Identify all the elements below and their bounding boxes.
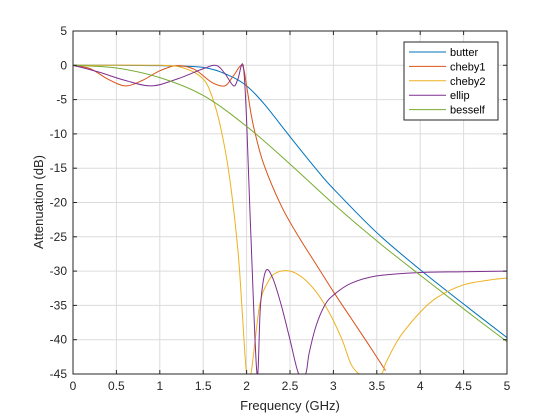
y-tick-label: -40 [50, 333, 68, 347]
y-tick-label: 5 [60, 24, 67, 38]
x-tick-label: 0.5 [108, 379, 125, 393]
legend-label: butter [450, 47, 478, 59]
series-line-cheby1 [73, 64, 386, 371]
series-line-cheby2 [73, 64, 507, 374]
x-tick-label: 0 [70, 379, 77, 393]
y-tick-label: -30 [50, 264, 68, 278]
x-axis-ticks: 0 0.5 1 1.5 2 2.5 3 3.5 4 4.5 5 [70, 31, 511, 393]
x-axis-label: Frequency (GHz) [240, 398, 340, 413]
x-tick-label: 2 [243, 379, 250, 393]
legend-label: besself [450, 105, 486, 117]
x-tick-label: 3 [330, 379, 337, 393]
y-tick-label: 0 [60, 58, 67, 72]
x-tick-label: 4 [417, 379, 424, 393]
legend-label: cheby1 [450, 61, 485, 73]
series-lines [73, 63, 507, 374]
y-tick-label: -25 [50, 230, 68, 244]
series-line-besself [73, 64, 507, 343]
y-tick-label: -5 [56, 93, 67, 107]
x-tick-label: 5 [504, 379, 511, 393]
y-axis-label: Attenuation (dB) [31, 155, 46, 249]
x-tick-label: 1.5 [195, 379, 212, 393]
y-tick-label: -45 [50, 367, 68, 381]
y-tick-label: -20 [50, 196, 68, 210]
x-tick-label: 2.5 [282, 379, 299, 393]
series-line-ellip [73, 63, 507, 374]
x-tick-label: 3.5 [368, 379, 385, 393]
y-tick-label: -15 [50, 161, 68, 175]
x-tick-label: 4.5 [455, 379, 472, 393]
y-tick-label: -10 [50, 127, 68, 141]
x-tick-label: 1 [156, 379, 163, 393]
legend-label: cheby2 [450, 76, 485, 88]
y-tick-label: -35 [50, 298, 68, 312]
legend: butter cheby1 cheby2 ellip besself [403, 41, 499, 121]
y-axis-ticks: 5 0 -5 -10 -15 -20 -25 -30 -35 -40 -45 [50, 24, 507, 381]
legend-label: ellip [450, 90, 470, 102]
